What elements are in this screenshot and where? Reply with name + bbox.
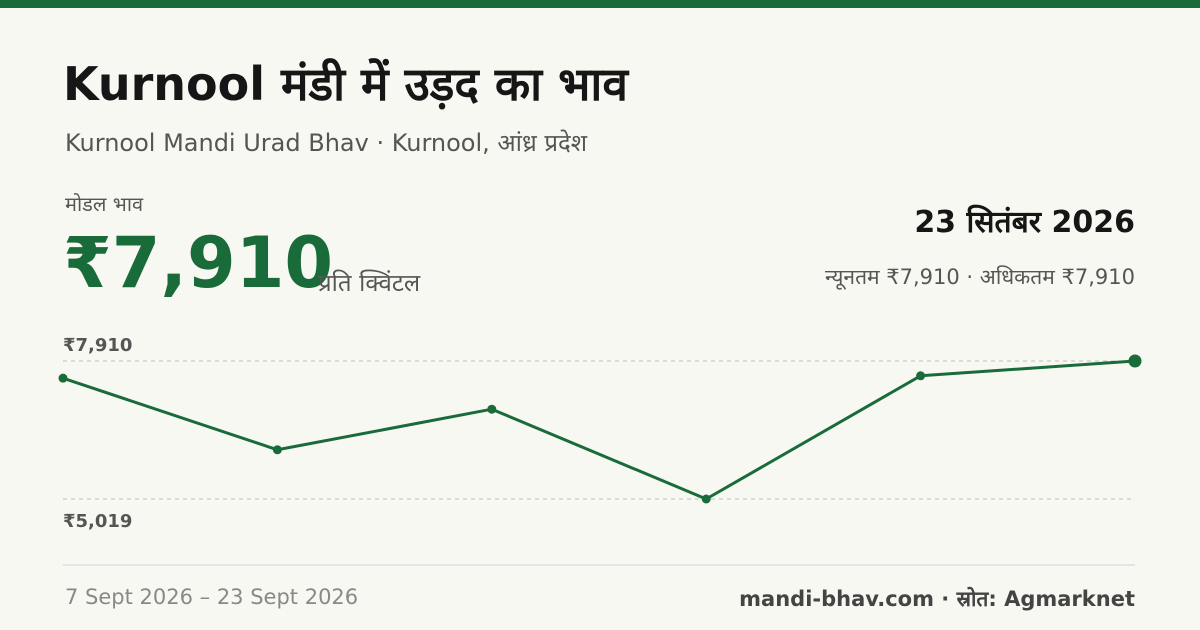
price-value: ₹7,910 xyxy=(63,222,334,304)
price-date: 23 सितंबर 2026 xyxy=(914,205,1135,240)
y-tick-label: ₹7,910 xyxy=(63,335,132,356)
point xyxy=(58,373,68,383)
line xyxy=(62,359,1136,501)
source: mandi-bhav.com · स्रोत: Agmarknet xyxy=(739,587,1135,611)
y-tick-label: ₹5,019 xyxy=(63,511,132,532)
price-unit: प्रति क्विंटल xyxy=(318,269,421,297)
point xyxy=(487,404,497,414)
point xyxy=(1128,354,1142,368)
date-range: 7 Sept 2026 – 23 Sept 2026 xyxy=(65,585,359,609)
chart: ₹7,910 ₹5,019 xyxy=(58,335,1142,566)
title: Kurnool मंडी में उड़द का भाव xyxy=(63,57,628,111)
point xyxy=(272,445,282,455)
subtitle: Kurnool Mandi Urad Bhav · Kurnool, आंध्र… xyxy=(65,129,588,157)
point xyxy=(701,494,711,504)
price-label: मोडल भाव xyxy=(65,192,144,216)
top-bar xyxy=(0,0,1200,8)
price-range: न्यूनतम ₹7,910 · अधिकतम ₹7,910 xyxy=(825,265,1135,289)
point xyxy=(916,371,926,381)
